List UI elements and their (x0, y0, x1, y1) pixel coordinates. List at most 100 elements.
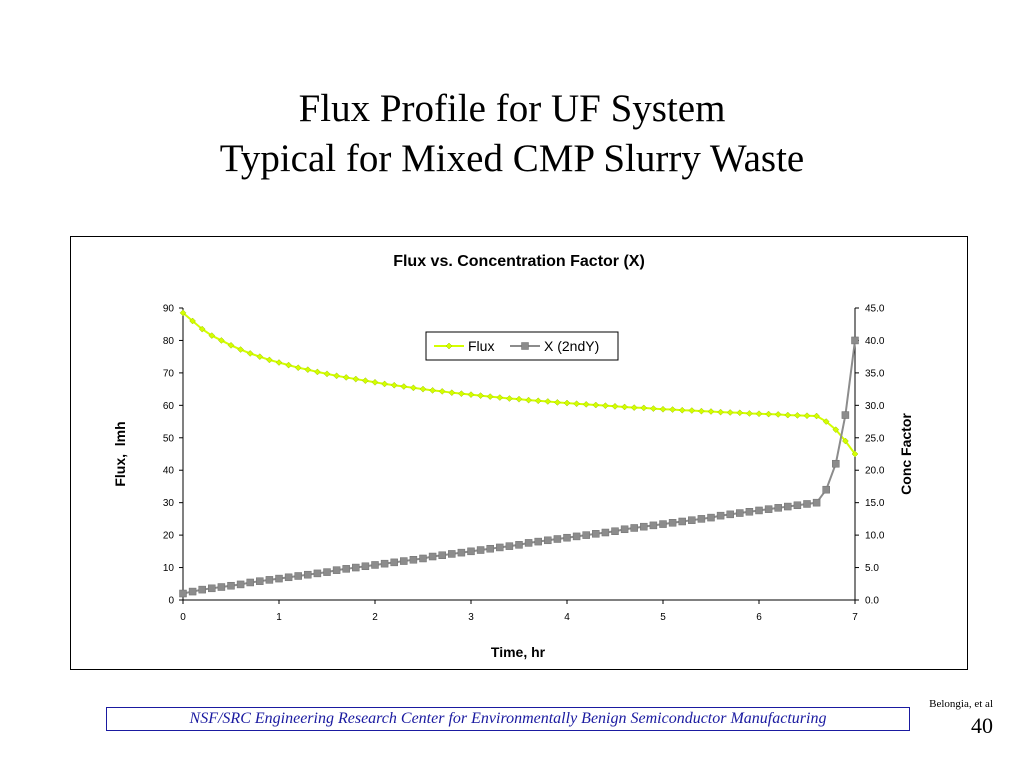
chart-frame (70, 236, 968, 670)
flux-point (237, 346, 244, 353)
x2-point (409, 556, 418, 564)
x2-point (275, 574, 283, 583)
flux-point (400, 383, 408, 390)
x2-point (630, 524, 638, 532)
flux-point (832, 426, 840, 434)
x2-point (563, 533, 571, 542)
flux-point (390, 381, 398, 389)
y-tick-label: 90 (163, 304, 175, 315)
x2-point (572, 532, 581, 541)
flux-point (746, 410, 753, 417)
chart-title: Flux vs. Concentration Factor (X) (393, 253, 645, 270)
legend-flux-marker (445, 342, 453, 350)
x-tick-label: 2 (372, 612, 378, 623)
x2-point (592, 530, 600, 538)
x2-point (745, 508, 754, 516)
x2-point (553, 535, 562, 543)
legend-x2-label: X (2ndY) (544, 338, 599, 354)
x2-point (188, 587, 197, 596)
y2-tick-label: 10.0 (865, 531, 885, 542)
y-tick-label: 20 (163, 531, 175, 542)
flux-point (477, 392, 484, 399)
flux-point (189, 317, 196, 325)
flux-point (429, 387, 436, 394)
flux-point (784, 411, 792, 419)
flux-point (765, 410, 772, 418)
flux-point (794, 412, 801, 419)
flux-point (496, 394, 504, 401)
y2-tick-label: 15.0 (865, 498, 885, 509)
x2-point (371, 561, 379, 569)
flux-point (582, 401, 590, 408)
x2-point (544, 536, 552, 545)
x2-point (294, 572, 302, 580)
flux-point (256, 353, 264, 361)
flux-point (246, 350, 254, 357)
flux-point (458, 390, 465, 398)
flux-point (438, 388, 446, 395)
y2-tick-label: 20.0 (865, 466, 885, 477)
flux-point (554, 399, 561, 406)
flux-point (323, 370, 331, 378)
x2-point (448, 550, 456, 558)
x2-point (246, 578, 254, 587)
x2-point (678, 517, 686, 526)
chart: Flux vs. Concentration Factor (X) Time, … (112, 253, 914, 660)
flux-point (688, 407, 696, 414)
flux-point (573, 400, 580, 408)
flux-point (851, 450, 859, 458)
x2-point (793, 501, 802, 510)
flux-point (352, 375, 360, 383)
y2-tick-label: 35.0 (865, 368, 885, 379)
y2-axis-label: Conc Factor (898, 413, 914, 495)
x2-point (227, 581, 235, 590)
x2-point (659, 520, 667, 528)
flux-point (179, 309, 187, 317)
x2-point (851, 336, 859, 345)
y-tick-label: 10 (163, 563, 175, 574)
flux-point (227, 341, 235, 349)
x2-point (784, 502, 792, 511)
x2-point (265, 576, 274, 584)
flux-point (506, 395, 513, 402)
flux-point (333, 372, 340, 380)
x2-point (361, 562, 370, 571)
footer-banner: NSF/SRC Engineering Research Center for … (106, 707, 910, 731)
flux-point (275, 359, 283, 366)
flux-point (678, 406, 686, 414)
flux-point (717, 408, 724, 416)
x2-point (755, 506, 763, 515)
flux-point (486, 393, 494, 400)
x2-point (534, 537, 542, 546)
legend: Flux X (2ndY) (425, 331, 619, 361)
x2-point (697, 515, 706, 523)
x2-point (332, 566, 341, 574)
flux-point (621, 403, 628, 411)
flux-point (602, 402, 609, 410)
x2-point (323, 568, 331, 576)
y2-tick-label: 40.0 (865, 336, 885, 347)
x2-point (688, 516, 696, 524)
x2-point (352, 563, 360, 572)
x2-point (803, 500, 811, 508)
flux-point (314, 368, 321, 376)
x2-point (380, 559, 389, 568)
x-tick-label: 5 (660, 612, 666, 623)
y-tick-label: 50 (163, 433, 175, 444)
flux-point (650, 405, 657, 412)
x2-point (649, 521, 658, 530)
flux-point (208, 332, 216, 339)
flux-point (813, 412, 820, 420)
flux-point (630, 404, 638, 411)
flux-point (198, 325, 206, 333)
x2-point (198, 585, 206, 594)
y-axis-label: Flux, lmh (112, 421, 128, 486)
x2-point (304, 570, 312, 579)
x2-point (400, 557, 408, 565)
x2-point (812, 498, 821, 507)
flux-point (266, 356, 273, 364)
x2-point (438, 551, 446, 559)
flux-point (525, 396, 532, 404)
x2-point (467, 547, 475, 556)
flux-point (659, 405, 667, 413)
